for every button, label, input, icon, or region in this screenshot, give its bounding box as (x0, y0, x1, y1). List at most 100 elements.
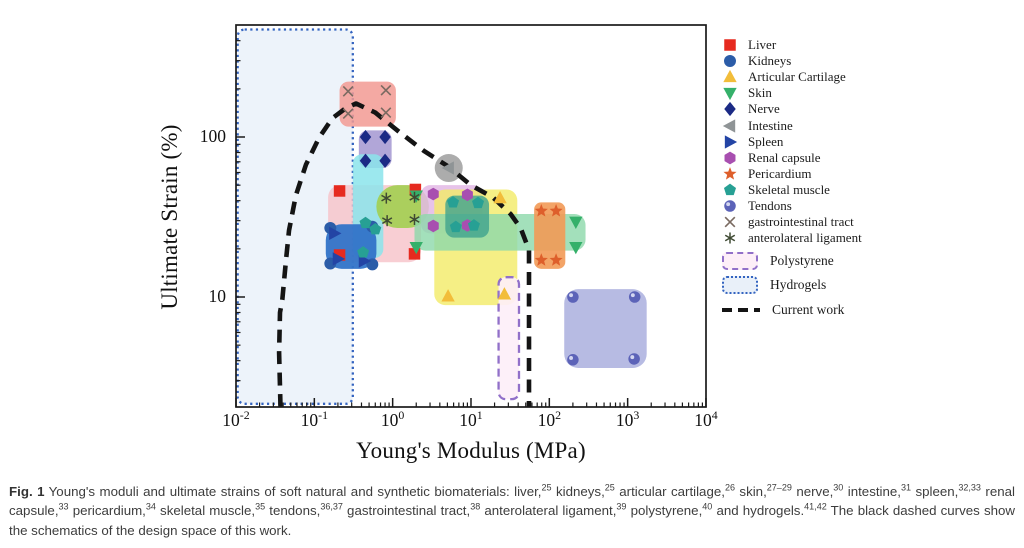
triangle-right-marker (329, 226, 342, 240)
x-tick-label-1e4: 104 (694, 408, 718, 430)
legend-label: Hydrogels (770, 277, 827, 292)
series-spleen (329, 226, 372, 268)
cross-marker (342, 108, 354, 120)
pentagon-marker (449, 220, 462, 233)
sphere-legend-icon (724, 200, 736, 212)
diamond-marker (379, 129, 391, 145)
legend-label: Polystyrene (770, 253, 834, 268)
legend-label: Nerve (748, 101, 780, 117)
series-skeletal-muscle (357, 196, 485, 258)
triangle-up-legend-icon (723, 70, 737, 83)
legend-label: Spleen (748, 133, 784, 149)
hexagon-marker (724, 151, 736, 165)
legend-item-anterolateral-ligament: anterolateral ligament (722, 230, 862, 246)
triangle-up-marker (441, 289, 455, 302)
star-marker (549, 204, 563, 217)
sphere-marker (567, 354, 579, 366)
legend-label: anterolateral ligament (748, 230, 862, 246)
hexagon-marker (427, 187, 439, 201)
legend-item-skeletal-muscle: Skeletal muscle (722, 182, 830, 198)
hexagon-marker (461, 188, 473, 202)
square-marker (409, 183, 422, 196)
legend-item-articular-cartilage: Articular Cartilage (722, 69, 846, 85)
legend-item-intestine: Intestine (722, 118, 793, 134)
triangle-right-marker (724, 134, 738, 149)
x-tick-label-1e0: 100 (380, 408, 405, 430)
sphere-marker (628, 353, 640, 365)
legend-item-tendons: Tendons (722, 198, 792, 214)
asterisk-marker (409, 191, 420, 203)
asterisk-marker (409, 213, 420, 226)
region-pericardium (534, 202, 566, 269)
region-polystyrene (497, 276, 521, 401)
triangle-down-legend-icon (723, 88, 737, 101)
series-intestine (441, 161, 454, 175)
legend-item-kidneys: Kidneys (722, 53, 791, 69)
diamond-marker (359, 153, 372, 168)
legend-label: Articular Cartilage (748, 69, 846, 85)
pentagon-marker (472, 196, 485, 209)
sphere-marker (628, 291, 641, 303)
legend-label: Tendons (748, 198, 792, 213)
triangle-down-marker (409, 241, 423, 255)
hexagon-legend-icon (724, 151, 736, 165)
legend-item-polystyrene: Polystyrene (722, 251, 834, 271)
circle-marker (724, 55, 736, 68)
series-liver (333, 183, 422, 261)
x-tick-label-1e-1: 10-1 (300, 408, 329, 430)
asterisk-marker (381, 215, 393, 227)
star-marker (723, 166, 737, 180)
figure-caption: Fig. 1 Young's moduli and ultimate strai… (9, 482, 1015, 540)
dashed-line-icon (722, 308, 760, 312)
legend-label: Pericardium (748, 165, 812, 181)
series-gastrointestinal-tract (342, 84, 392, 120)
triangle-right-marker (332, 252, 346, 266)
legend-label: gastrointestinal tract (748, 214, 854, 230)
polystyrene-swatch-icon (722, 252, 758, 270)
markers-layer (324, 84, 641, 366)
legend-label: Intestine (748, 117, 793, 133)
triangle-down-marker (569, 241, 583, 255)
triangle-right-legend-icon (724, 134, 738, 149)
diamond-marker (724, 102, 736, 117)
legend-item-hydrogels: Hydrogels (722, 275, 826, 295)
hydrogels-swatch-icon (722, 276, 758, 294)
square-marker (724, 39, 736, 51)
triangle-left-marker (722, 118, 736, 133)
figure-caption-body: Young's moduli and ultimate strains of s… (9, 482, 1015, 538)
y-tick-label-100: 100 (199, 126, 226, 146)
pentagon-legend-icon (723, 183, 737, 196)
hexagon-marker (427, 219, 439, 233)
square-marker (333, 185, 346, 197)
square-marker (408, 248, 421, 260)
pentagon-marker (369, 222, 382, 235)
legend-item-gastrointestinal-tract: gastrointestinal tract (722, 214, 854, 230)
series-tendons (567, 291, 641, 366)
y-tick-label-10: 10 (208, 286, 227, 306)
current-work-curve (276, 101, 532, 408)
cross-marker (380, 107, 392, 119)
legend-item-liver: Liver (722, 37, 776, 53)
cross-marker (342, 85, 354, 97)
x-tick-label-1e3: 103 (615, 408, 640, 430)
plot-svg (235, 24, 707, 408)
pentagon-marker (357, 246, 370, 258)
triangle-right-marker (358, 254, 372, 268)
circle-legend-icon (724, 55, 736, 68)
x-tick-label-1e2: 102 (537, 408, 562, 430)
legend-label: Kidneys (748, 53, 792, 69)
legend-label: Current work (772, 302, 845, 317)
series-nerve (359, 129, 391, 168)
square-marker (333, 249, 346, 261)
triangle-down-marker (723, 88, 737, 101)
triangle-down-marker (569, 216, 583, 229)
pentagon-marker (467, 219, 480, 231)
series-pericardium (534, 204, 563, 266)
pentagon-marker (723, 183, 737, 196)
legend-label: Liver (748, 37, 777, 52)
x-tick-label-1e-2: 10-2 (222, 408, 250, 430)
series-articular-cartilage (441, 190, 512, 302)
legend-label: Skeletal muscle (748, 181, 830, 197)
triangle-up-marker (493, 190, 507, 204)
square-legend-icon (724, 39, 736, 51)
